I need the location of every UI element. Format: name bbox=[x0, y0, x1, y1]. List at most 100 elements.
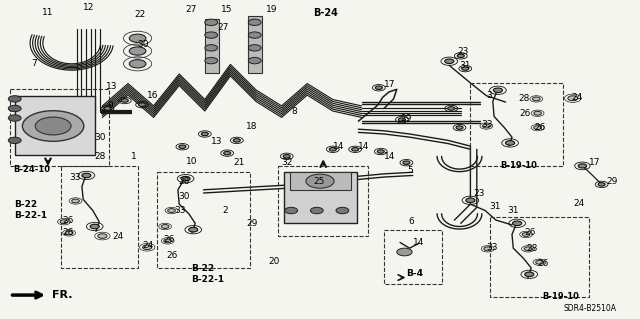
Text: 6: 6 bbox=[408, 217, 414, 226]
Text: 17: 17 bbox=[384, 80, 396, 89]
Text: 7: 7 bbox=[31, 59, 36, 68]
Circle shape bbox=[139, 103, 146, 107]
Text: 30: 30 bbox=[95, 133, 106, 142]
Text: 25: 25 bbox=[314, 177, 325, 186]
Text: 8: 8 bbox=[291, 107, 297, 116]
Circle shape bbox=[310, 207, 323, 214]
Text: 28: 28 bbox=[526, 244, 538, 253]
Circle shape bbox=[8, 137, 21, 144]
Bar bbox=[278, 166, 368, 236]
Circle shape bbox=[578, 164, 587, 168]
Circle shape bbox=[536, 260, 543, 264]
Text: 31: 31 bbox=[460, 61, 471, 70]
Text: 32: 32 bbox=[282, 158, 293, 167]
Text: 19: 19 bbox=[266, 5, 277, 14]
Text: 24: 24 bbox=[573, 199, 585, 208]
Circle shape bbox=[483, 124, 490, 128]
Text: 20: 20 bbox=[269, 257, 280, 266]
Circle shape bbox=[35, 117, 71, 135]
Circle shape bbox=[129, 60, 146, 68]
Circle shape bbox=[524, 247, 532, 251]
Circle shape bbox=[248, 19, 261, 26]
Bar bbox=[470, 83, 563, 166]
Circle shape bbox=[352, 147, 359, 151]
Circle shape bbox=[598, 182, 605, 186]
Text: 13: 13 bbox=[106, 82, 117, 91]
Text: FR.: FR. bbox=[52, 290, 73, 300]
Text: B-22: B-22 bbox=[14, 200, 37, 209]
Text: SDR4-B2510A: SDR4-B2510A bbox=[563, 304, 616, 313]
Circle shape bbox=[445, 59, 454, 63]
Circle shape bbox=[104, 107, 111, 110]
Bar bbox=[205, 19, 219, 73]
Circle shape bbox=[403, 161, 410, 165]
Circle shape bbox=[205, 19, 218, 26]
Text: 28: 28 bbox=[178, 177, 189, 186]
Bar bbox=[15, 96, 95, 155]
Circle shape bbox=[122, 99, 129, 102]
Circle shape bbox=[181, 176, 190, 181]
Text: 14: 14 bbox=[333, 142, 344, 151]
Circle shape bbox=[448, 107, 454, 110]
Text: 30: 30 bbox=[178, 192, 189, 201]
Text: 33: 33 bbox=[481, 120, 493, 129]
Bar bbox=[10, 89, 109, 166]
Text: 12: 12 bbox=[83, 4, 95, 12]
Text: 26: 26 bbox=[525, 228, 536, 237]
Text: 14: 14 bbox=[384, 152, 396, 161]
Circle shape bbox=[143, 245, 152, 249]
Text: 26: 26 bbox=[63, 216, 74, 225]
Circle shape bbox=[284, 155, 291, 158]
Text: 26: 26 bbox=[166, 251, 178, 260]
Text: 27: 27 bbox=[186, 5, 197, 14]
Circle shape bbox=[98, 234, 107, 238]
Circle shape bbox=[205, 57, 218, 64]
Text: 29: 29 bbox=[246, 219, 258, 228]
Circle shape bbox=[205, 45, 218, 51]
Text: 33: 33 bbox=[69, 173, 81, 182]
Bar bbox=[248, 16, 262, 73]
Text: 16: 16 bbox=[147, 91, 159, 100]
Text: 24: 24 bbox=[571, 93, 582, 102]
Circle shape bbox=[248, 45, 261, 51]
Text: B-19-10: B-19-10 bbox=[500, 161, 538, 170]
Text: 29: 29 bbox=[400, 114, 412, 122]
Text: B-22-1: B-22-1 bbox=[14, 211, 47, 220]
Text: B-24-10: B-24-10 bbox=[13, 165, 50, 174]
Circle shape bbox=[224, 152, 231, 155]
Circle shape bbox=[205, 32, 218, 38]
Text: 30: 30 bbox=[138, 40, 149, 49]
Circle shape bbox=[60, 220, 68, 224]
Bar bbox=[384, 230, 442, 284]
Text: 33: 33 bbox=[486, 243, 498, 252]
Circle shape bbox=[234, 138, 241, 142]
Text: 24: 24 bbox=[142, 241, 154, 250]
Text: 26: 26 bbox=[534, 123, 546, 132]
Circle shape bbox=[457, 54, 464, 58]
Text: 1: 1 bbox=[131, 152, 137, 161]
Text: 5: 5 bbox=[407, 166, 413, 175]
Circle shape bbox=[164, 239, 172, 243]
Circle shape bbox=[82, 173, 91, 178]
Text: 18: 18 bbox=[246, 122, 258, 130]
Circle shape bbox=[484, 247, 492, 251]
Text: 23: 23 bbox=[474, 189, 485, 198]
Circle shape bbox=[129, 47, 146, 55]
Circle shape bbox=[462, 67, 468, 70]
Bar bbox=[490, 217, 589, 297]
Text: 11: 11 bbox=[42, 8, 53, 17]
Circle shape bbox=[8, 96, 21, 102]
Text: B-19-10: B-19-10 bbox=[543, 292, 580, 301]
Circle shape bbox=[336, 207, 349, 214]
Text: 28: 28 bbox=[518, 94, 530, 103]
Circle shape bbox=[161, 225, 169, 228]
Circle shape bbox=[8, 115, 21, 121]
Text: 14: 14 bbox=[413, 238, 424, 247]
Circle shape bbox=[201, 132, 209, 136]
Circle shape bbox=[179, 145, 186, 149]
Text: 17: 17 bbox=[589, 158, 600, 167]
Text: 26: 26 bbox=[63, 228, 74, 237]
Circle shape bbox=[129, 34, 146, 42]
Text: 2: 2 bbox=[223, 206, 228, 215]
Bar bbox=[284, 172, 357, 223]
